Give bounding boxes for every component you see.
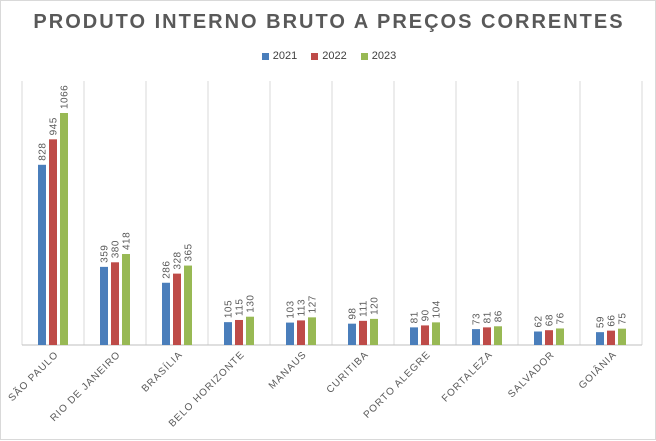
data-label-porto-alegre-2022: 90 — [421, 309, 432, 321]
data-label-salvador-2021: 62 — [534, 315, 545, 327]
bar-manaus-2022 — [297, 320, 305, 345]
data-label-manaus-2023: 127 — [308, 295, 319, 313]
bar-sao-paulo-2023 — [60, 113, 68, 345]
bar-brasilia-2023 — [184, 265, 192, 345]
legend-label-2023: 2023 — [371, 50, 397, 62]
data-label-brasilia-2022: 328 — [173, 251, 184, 269]
data-label-sao-paulo-2023: 1066 — [60, 85, 71, 109]
bar-fortaleza-2021 — [472, 329, 480, 345]
data-label-rio-de-janeiro-2021: 359 — [100, 245, 111, 263]
data-label-porto-alegre-2021: 81 — [410, 311, 421, 323]
bar-brasilia-2021 — [162, 282, 170, 345]
category-label-salvador: SALVADOR — [506, 349, 557, 400]
bar-porto-alegre-2023 — [432, 322, 440, 345]
chart-legend: 2021 2022 2023 — [1, 50, 656, 62]
data-label-fortaleza-2022: 81 — [483, 311, 494, 323]
bar-goiania-2021 — [596, 332, 604, 345]
bar-rio-de-janeiro-2021 — [100, 266, 108, 345]
bar-belo-horizonte-2022 — [235, 319, 243, 345]
data-label-salvador-2022: 68 — [545, 314, 556, 326]
bar-goiania-2022 — [607, 330, 615, 345]
data-label-porto-alegre-2023: 104 — [432, 300, 443, 318]
chart-title: PRODUTO INTERNO BRUTO A PREÇOS CORRENTES — [33, 11, 625, 33]
data-label-fortaleza-2021: 73 — [472, 313, 483, 325]
data-label-belo-horizonte-2021: 105 — [224, 300, 235, 318]
category-label-curitiba: CURITIBA — [325, 349, 371, 395]
bar-salvador-2021 — [534, 331, 542, 345]
data-label-curitiba-2023: 120 — [370, 297, 381, 315]
data-label-sao-paulo-2022: 945 — [49, 117, 60, 135]
category-label-goiania: GOIÂNIA — [576, 348, 620, 392]
bar-belo-horizonte-2021 — [224, 322, 232, 345]
data-label-manaus-2021: 103 — [286, 300, 297, 318]
bar-sao-paulo-2021 — [38, 164, 46, 345]
data-label-belo-horizonte-2022: 115 — [235, 299, 246, 316]
data-label-goiania-2022: 66 — [607, 315, 618, 327]
category-label-porto-alegre: PORTO ALEGRE — [362, 349, 433, 420]
legend-swatch-2023 — [360, 52, 368, 60]
data-label-brasilia-2023: 365 — [184, 243, 195, 261]
data-label-manaus-2022: 113 — [297, 299, 308, 316]
bar-fortaleza-2022 — [483, 327, 491, 345]
data-label-curitiba-2022: 111 — [359, 300, 370, 317]
category-label-sao-paulo: SÃO PAULO — [5, 348, 61, 404]
bar-brasilia-2022 — [173, 273, 181, 345]
legend-label-2022: 2022 — [322, 50, 347, 62]
data-label-curitiba-2021: 98 — [348, 308, 359, 320]
data-label-brasilia-2021: 286 — [162, 261, 173, 279]
legend-label-2021: 2021 — [272, 50, 298, 62]
data-label-rio-de-janeiro-2022: 380 — [111, 240, 122, 258]
category-label-manaus: MANAUS — [267, 349, 309, 391]
data-label-goiania-2023: 75 — [618, 313, 629, 325]
bar-manaus-2023 — [308, 317, 316, 345]
category-label-fortaleza: FORTALEZA — [440, 349, 495, 404]
data-label-rio-de-janeiro-2023: 418 — [122, 232, 133, 250]
category-label-brasilia: BRASÍLIA — [138, 348, 185, 395]
bar-salvador-2022 — [545, 330, 553, 345]
bar-sao-paulo-2022 — [49, 139, 57, 345]
bar-curitiba-2021 — [348, 323, 356, 345]
bar-porto-alegre-2021 — [410, 327, 418, 345]
data-label-fortaleza-2023: 86 — [494, 310, 505, 322]
bar-porto-alegre-2022 — [421, 325, 429, 345]
bar-curitiba-2022 — [359, 320, 367, 345]
bar-curitiba-2023 — [370, 318, 378, 345]
legend-swatch-2021 — [261, 52, 269, 60]
legend-item-2021: 2021 — [261, 50, 298, 62]
bar-fortaleza-2023 — [494, 326, 502, 345]
legend-item-2023: 2023 — [360, 50, 397, 62]
data-label-sao-paulo-2021: 828 — [38, 143, 49, 161]
bar-rio-de-janeiro-2023 — [122, 254, 130, 345]
bar-goiania-2023 — [618, 328, 626, 345]
bar-salvador-2023 — [556, 328, 564, 345]
bar-manaus-2021 — [286, 322, 294, 345]
legend-item-2022: 2022 — [311, 50, 347, 62]
legend-swatch-2022 — [311, 52, 319, 60]
bar-belo-horizonte-2023 — [246, 316, 254, 345]
data-label-belo-horizonte-2023: 130 — [246, 295, 257, 313]
category-label-rio-de-janeiro: RIO DE JANEIRO — [48, 349, 123, 424]
bar-rio-de-janeiro-2022 — [111, 262, 119, 345]
data-label-goiania-2021: 59 — [596, 316, 607, 328]
data-label-salvador-2023: 76 — [556, 312, 567, 324]
